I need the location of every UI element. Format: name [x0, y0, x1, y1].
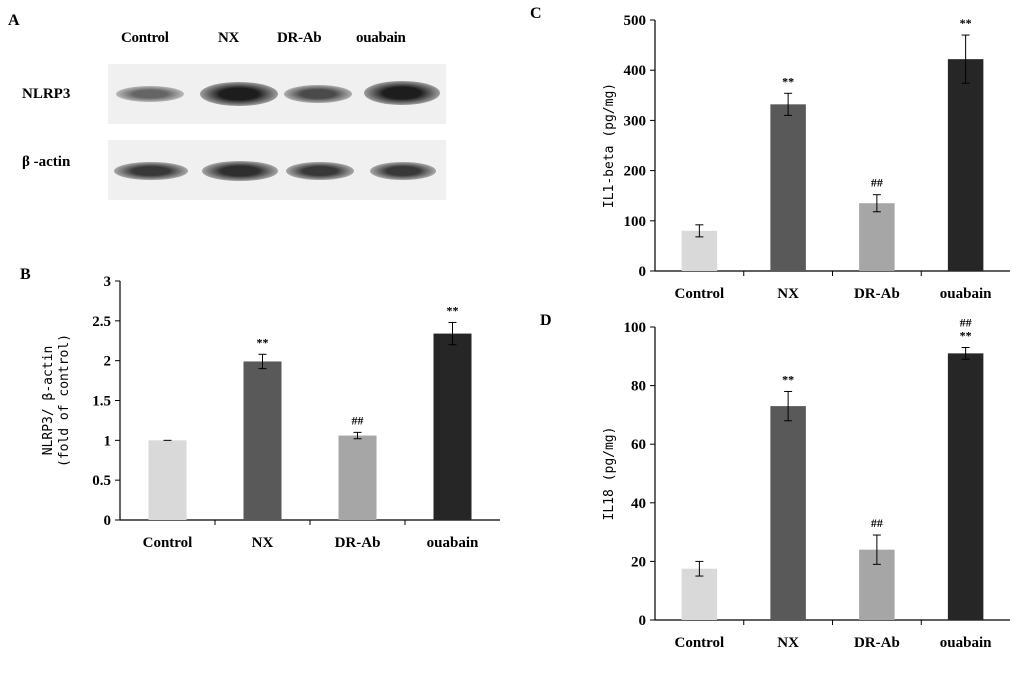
y-tick-label: 60: [631, 437, 646, 453]
x-category-label: ouabain: [427, 535, 479, 551]
y-tick-label: 0: [639, 613, 647, 629]
significance-label: **: [960, 329, 972, 343]
significance-label: **: [257, 335, 269, 349]
significance-label: ##: [352, 413, 364, 427]
y-tick-label: 500: [624, 13, 647, 29]
bar-control: [681, 230, 718, 271]
band-actin-nx: [202, 161, 278, 181]
y-tick-label: 100: [624, 320, 647, 336]
bar-dr-ab: [859, 203, 895, 271]
lane-label-dr-ab: DR-Ab: [277, 30, 322, 46]
bar-ouabain: [947, 353, 984, 620]
significance-label: ##: [871, 176, 883, 190]
bar-nx: [770, 104, 806, 271]
significance-label: **: [447, 303, 459, 317]
y-tick-label: 0: [639, 264, 647, 280]
significance-label: ##: [871, 516, 883, 530]
row-label-beta-actin: β -actin: [22, 154, 71, 170]
x-category-label: Control: [143, 535, 193, 551]
bar-nx: [243, 361, 282, 520]
y-axis-label: IL1-beta (pg/mg): [602, 83, 617, 208]
bar-ouabain: [947, 59, 984, 271]
x-category-label: NX: [777, 286, 799, 302]
y-axis-label: IL18 (pg/mg): [602, 427, 617, 521]
bar-ouabain: [433, 333, 472, 520]
y-tick-label: 400: [624, 63, 647, 79]
panel-letter-d: D: [540, 312, 552, 329]
x-category-label: DR-Ab: [335, 535, 381, 551]
bar-control: [148, 440, 187, 520]
x-category-label: NX: [777, 635, 799, 651]
y-tick-label: 100: [624, 214, 647, 230]
band-nlrp3-control: [116, 86, 184, 102]
y-tick-label: 0: [104, 513, 112, 529]
x-category-label: DR-Ab: [854, 635, 900, 651]
row-label-nlrp3: NLRP3: [22, 86, 71, 102]
y-tick-label: 2.5: [92, 314, 111, 330]
x-category-label: ouabain: [940, 286, 992, 302]
y-tick-label: 200: [624, 164, 647, 180]
y-tick-label: 40: [631, 496, 646, 512]
panel-a-western-blot: A Control NX DR-Ab ouabain NLRP3 β -acti…: [0, 0, 470, 240]
y-tick-label: 300: [624, 113, 647, 129]
bar-dr-ab: [338, 435, 377, 520]
significance-label: **: [782, 74, 794, 88]
band-nlrp3-ouabain: [364, 81, 440, 105]
x-category-label: NX: [252, 535, 274, 551]
blot-strip-nlrp3: [108, 64, 446, 124]
band-actin-dr-ab: [286, 162, 354, 180]
band-actin-ouabain: [370, 162, 436, 180]
panel-a-letter: A: [8, 12, 20, 29]
y-tick-label: 1.5: [92, 394, 111, 410]
significance-label: **: [960, 16, 972, 30]
lane-label-nx: NX: [218, 30, 240, 46]
significance-label: **: [782, 372, 794, 386]
blot-strip-beta-actin: [108, 140, 446, 200]
band-nlrp3-nx: [200, 82, 278, 106]
band-actin-control: [114, 162, 188, 180]
y-tick-label: 0.5: [92, 473, 111, 489]
panel-letter-c: C: [530, 5, 542, 22]
y-tick-label: 80: [631, 379, 646, 395]
y-tick-label: 3: [104, 274, 112, 290]
lane-label-control: Control: [121, 30, 169, 46]
x-category-label: ouabain: [940, 635, 992, 651]
y-axis-label: (fold of control): [57, 334, 72, 467]
y-tick-label: 1: [104, 433, 112, 449]
y-axis-label: NLRP3/ β-actin: [41, 346, 56, 456]
bar-control: [681, 568, 718, 620]
x-category-label: Control: [675, 635, 725, 651]
x-category-label: DR-Ab: [854, 286, 900, 302]
y-tick-label: 20: [631, 554, 646, 570]
bar-nx: [770, 406, 806, 620]
y-tick-label: 2: [104, 354, 112, 370]
significance-label: ##: [960, 316, 972, 330]
panel-letter-b: B: [20, 266, 31, 283]
band-nlrp3-dr-ab: [284, 85, 352, 103]
lane-label-ouabain: ouabain: [356, 30, 406, 46]
x-category-label: Control: [675, 286, 725, 302]
